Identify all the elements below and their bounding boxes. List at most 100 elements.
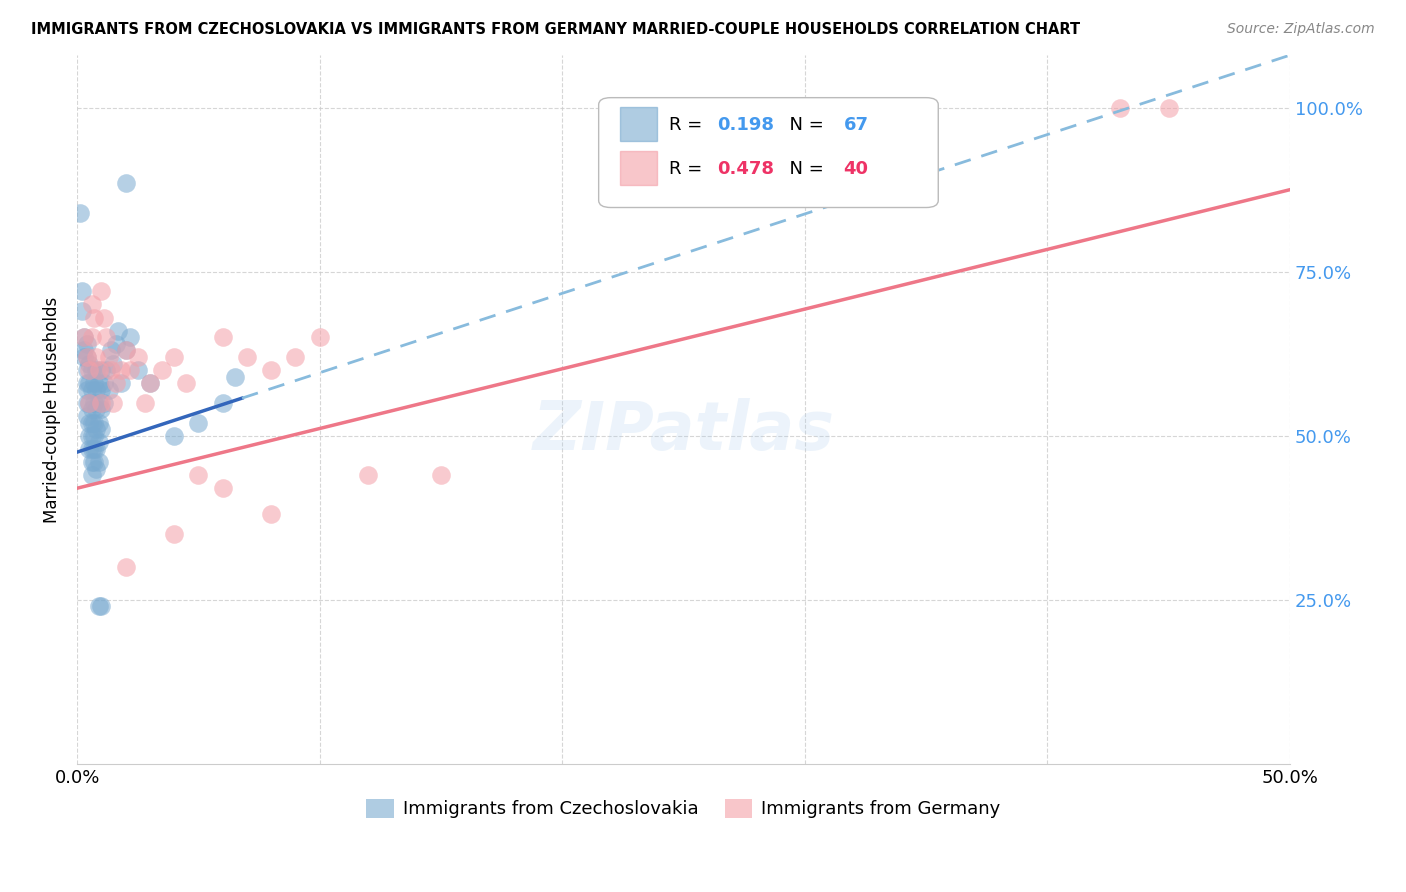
- Point: [69, 205, 91, 219]
- Point: [76, 336, 98, 351]
- Point: [77, 442, 100, 456]
- Point: [80, 428, 103, 442]
- Point: [86, 363, 108, 377]
- Point: [80, 363, 103, 377]
- Point: [87, 363, 110, 377]
- Point: [73, 343, 96, 358]
- Legend: Immigrants from Czechoslovakia, Immigrants from Germany: Immigrants from Czechoslovakia, Immigran…: [360, 792, 1008, 826]
- Point: [77, 357, 100, 371]
- Point: [80, 442, 103, 456]
- Point: [70, 285, 93, 299]
- Point: [83, 455, 105, 469]
- Point: [163, 428, 186, 442]
- Point: [77, 363, 100, 377]
- Point: [70, 304, 93, 318]
- Point: [114, 343, 136, 358]
- Point: [107, 324, 129, 338]
- Point: [77, 376, 100, 391]
- Point: [76, 350, 98, 364]
- Point: [187, 468, 209, 483]
- Point: [80, 297, 103, 311]
- Point: [139, 376, 162, 391]
- Point: [150, 363, 173, 377]
- Point: [260, 508, 283, 522]
- Point: [87, 396, 110, 410]
- Point: [80, 455, 103, 469]
- Point: [104, 336, 127, 351]
- Point: [87, 599, 110, 614]
- FancyBboxPatch shape: [599, 97, 938, 208]
- Point: [211, 330, 233, 344]
- Text: 40: 40: [844, 160, 869, 178]
- Text: R =: R =: [669, 160, 709, 178]
- Point: [127, 363, 149, 377]
- Point: [90, 396, 112, 410]
- Point: [114, 176, 136, 190]
- Point: [86, 442, 108, 456]
- Point: [103, 357, 125, 371]
- Point: [96, 330, 118, 344]
- Point: [87, 435, 110, 450]
- Point: [134, 396, 156, 410]
- Point: [120, 363, 142, 377]
- Point: [73, 350, 96, 364]
- Point: [430, 468, 453, 483]
- Point: [83, 376, 105, 391]
- Point: [80, 383, 103, 397]
- Point: [224, 369, 246, 384]
- Point: [77, 416, 100, 430]
- Point: [83, 428, 105, 442]
- Point: [76, 409, 98, 423]
- Point: [211, 396, 233, 410]
- Point: [97, 383, 120, 397]
- Point: [80, 330, 103, 344]
- Point: [284, 350, 307, 364]
- Point: [83, 442, 105, 456]
- Point: [80, 416, 103, 430]
- Point: [97, 350, 120, 364]
- Bar: [620, 151, 657, 185]
- Point: [90, 363, 112, 377]
- Point: [76, 396, 98, 410]
- Text: IMMIGRANTS FROM CZECHOSLOVAKIA VS IMMIGRANTS FROM GERMANY MARRIED-COUPLE HOUSEHO: IMMIGRANTS FROM CZECHOSLOVAKIA VS IMMIGR…: [31, 22, 1080, 37]
- Text: ZIPatlas: ZIPatlas: [533, 398, 835, 464]
- Point: [76, 383, 98, 397]
- Point: [357, 468, 380, 483]
- Point: [211, 481, 233, 495]
- Point: [76, 363, 98, 377]
- Point: [96, 363, 118, 377]
- Text: N =: N =: [778, 160, 830, 178]
- Point: [90, 599, 112, 614]
- Point: [103, 396, 125, 410]
- Point: [87, 416, 110, 430]
- Point: [73, 330, 96, 344]
- Point: [86, 422, 108, 436]
- Point: [86, 461, 108, 475]
- Point: [93, 310, 115, 325]
- Point: [110, 376, 132, 391]
- Point: [90, 402, 112, 417]
- Point: [187, 416, 209, 430]
- Point: [308, 330, 330, 344]
- Point: [100, 343, 122, 358]
- Point: [86, 350, 108, 364]
- Point: [83, 416, 105, 430]
- Point: [77, 396, 100, 410]
- Point: [90, 383, 112, 397]
- Point: [260, 363, 283, 377]
- Point: [120, 330, 142, 344]
- Point: [76, 350, 98, 364]
- Point: [174, 376, 197, 391]
- Point: [90, 422, 112, 436]
- Text: N =: N =: [778, 116, 830, 134]
- Text: Source: ZipAtlas.com: Source: ZipAtlas.com: [1227, 22, 1375, 37]
- Point: [114, 343, 136, 358]
- Point: [127, 350, 149, 364]
- Text: 0.198: 0.198: [717, 116, 775, 134]
- Point: [87, 376, 110, 391]
- Point: [77, 396, 100, 410]
- Point: [110, 363, 132, 377]
- Point: [73, 330, 96, 344]
- Point: [236, 350, 259, 364]
- Y-axis label: Married-couple Households: Married-couple Households: [44, 296, 60, 523]
